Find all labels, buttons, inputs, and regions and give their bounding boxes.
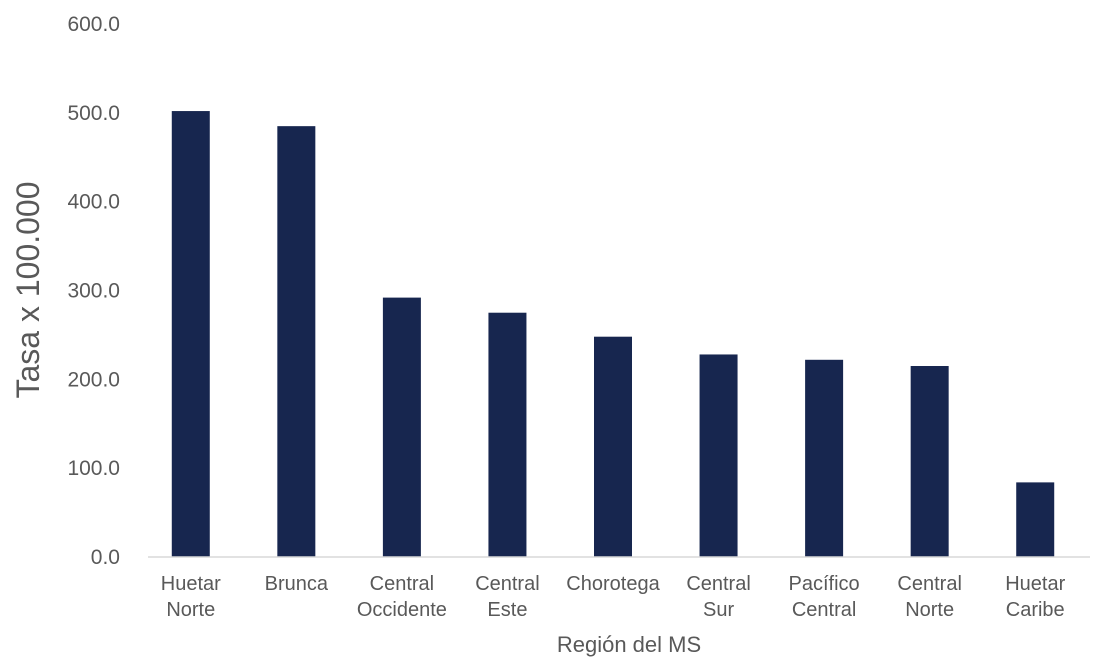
x-tick-label: Chorotega xyxy=(566,573,660,595)
y-tick-label: 400.0 xyxy=(67,191,120,214)
bar xyxy=(382,297,421,557)
y-tick-label: 0.0 xyxy=(91,546,120,569)
bar xyxy=(171,111,210,557)
y-tick-label: 300.0 xyxy=(67,280,120,303)
bar xyxy=(594,336,632,557)
x-tick-label: Huetar Norte xyxy=(161,573,221,621)
y-tick-label: 100.0 xyxy=(67,457,120,480)
bar xyxy=(805,359,844,557)
y-tick-label: 600.0 xyxy=(67,13,120,36)
x-tick-label: Central Este xyxy=(475,573,539,621)
bars xyxy=(171,111,1055,558)
x-tick-label: Central Sur xyxy=(686,573,750,621)
bar xyxy=(910,366,949,557)
y-axis-title: Tasa x 100.000 xyxy=(10,181,46,398)
y-tick-label: 200.0 xyxy=(67,368,120,391)
bar xyxy=(277,126,316,558)
x-tick-label: Brunca xyxy=(265,573,329,595)
bar xyxy=(699,354,738,557)
x-tick-label: Central Norte xyxy=(897,573,961,621)
bar xyxy=(488,312,527,557)
x-tick-label: Central Occidente xyxy=(357,573,447,621)
bar xyxy=(1016,482,1055,557)
x-axis-title: Región del MS xyxy=(557,632,701,657)
x-tick-label: Huetar Caribe xyxy=(1005,573,1065,621)
x-axis-category-labels: Huetar Norte Brunca Central Occidente Central… xyxy=(161,573,1066,621)
x-tick-label: Pacífico Central xyxy=(789,573,860,621)
y-axis-ticks: 0.0 100.0 200.0 300.0 400.0 500.0 600.0 xyxy=(67,13,120,569)
y-tick-label: 500.0 xyxy=(67,102,120,125)
